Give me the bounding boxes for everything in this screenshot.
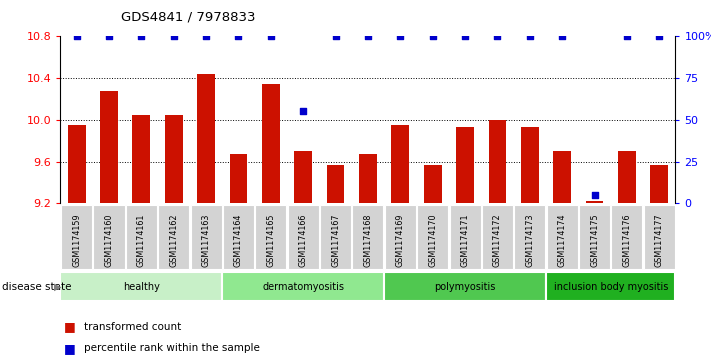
- FancyBboxPatch shape: [514, 205, 545, 269]
- Point: [265, 33, 277, 39]
- Point: [136, 33, 147, 39]
- Text: GSM1174165: GSM1174165: [267, 213, 275, 267]
- Bar: [294, 151, 312, 203]
- Text: GSM1174170: GSM1174170: [428, 213, 437, 267]
- Bar: [651, 165, 668, 203]
- FancyBboxPatch shape: [255, 205, 287, 269]
- Text: ■: ■: [64, 320, 76, 333]
- Text: GSM1174159: GSM1174159: [72, 213, 81, 267]
- FancyBboxPatch shape: [385, 205, 416, 269]
- Text: GSM1174169: GSM1174169: [396, 213, 405, 267]
- Bar: [618, 151, 636, 203]
- Text: inclusion body myositis: inclusion body myositis: [554, 282, 668, 292]
- Text: GSM1174166: GSM1174166: [299, 213, 308, 267]
- Text: dermatomyositis: dermatomyositis: [262, 282, 344, 292]
- Text: GSM1174167: GSM1174167: [331, 213, 340, 267]
- Text: percentile rank within the sample: percentile rank within the sample: [84, 343, 260, 354]
- Point: [103, 33, 114, 39]
- FancyBboxPatch shape: [93, 205, 124, 269]
- Text: GSM1174161: GSM1174161: [137, 213, 146, 267]
- Point: [459, 33, 471, 39]
- Point: [168, 33, 179, 39]
- FancyBboxPatch shape: [643, 205, 675, 269]
- Bar: [197, 74, 215, 203]
- Bar: [326, 165, 344, 203]
- Point: [297, 109, 309, 114]
- Point: [589, 192, 600, 198]
- FancyBboxPatch shape: [417, 205, 448, 269]
- Text: GSM1174175: GSM1174175: [590, 213, 599, 267]
- Text: GSM1174164: GSM1174164: [234, 213, 243, 267]
- Bar: [424, 165, 442, 203]
- FancyBboxPatch shape: [223, 272, 384, 301]
- Bar: [392, 125, 410, 203]
- Point: [330, 33, 341, 39]
- FancyBboxPatch shape: [126, 205, 157, 269]
- FancyBboxPatch shape: [449, 205, 481, 269]
- Bar: [586, 201, 604, 203]
- Text: GSM1174176: GSM1174176: [622, 213, 631, 267]
- Text: GSM1174177: GSM1174177: [655, 213, 664, 267]
- Point: [427, 33, 439, 39]
- FancyBboxPatch shape: [191, 205, 222, 269]
- Text: GSM1174160: GSM1174160: [105, 213, 114, 267]
- Text: GSM1174173: GSM1174173: [525, 213, 534, 267]
- FancyBboxPatch shape: [158, 205, 189, 269]
- Text: GSM1174171: GSM1174171: [461, 213, 469, 267]
- FancyBboxPatch shape: [384, 272, 546, 301]
- FancyBboxPatch shape: [546, 272, 675, 301]
- Text: GDS4841 / 7978833: GDS4841 / 7978833: [121, 11, 255, 24]
- Point: [653, 33, 665, 39]
- Point: [71, 33, 82, 39]
- Point: [524, 33, 535, 39]
- Bar: [521, 127, 539, 203]
- Bar: [359, 154, 377, 203]
- Point: [232, 33, 244, 39]
- Bar: [132, 115, 150, 203]
- FancyBboxPatch shape: [223, 205, 254, 269]
- FancyBboxPatch shape: [60, 272, 223, 301]
- Point: [362, 33, 374, 39]
- Text: transformed count: transformed count: [84, 322, 181, 332]
- Bar: [262, 84, 279, 203]
- Bar: [456, 127, 474, 203]
- FancyBboxPatch shape: [288, 205, 319, 269]
- Bar: [553, 151, 571, 203]
- Text: polymyositis: polymyositis: [434, 282, 496, 292]
- FancyBboxPatch shape: [320, 205, 351, 269]
- FancyBboxPatch shape: [61, 205, 92, 269]
- Bar: [230, 154, 247, 203]
- Point: [395, 33, 406, 39]
- FancyBboxPatch shape: [482, 205, 513, 269]
- Text: disease state: disease state: [2, 282, 72, 292]
- Point: [621, 33, 633, 39]
- Text: GSM1174162: GSM1174162: [169, 213, 178, 267]
- Text: healthy: healthy: [123, 282, 160, 292]
- Text: ■: ■: [64, 342, 76, 355]
- Text: GSM1174163: GSM1174163: [202, 213, 210, 267]
- FancyBboxPatch shape: [611, 205, 643, 269]
- Point: [201, 33, 212, 39]
- Text: GSM1174174: GSM1174174: [557, 213, 567, 267]
- Point: [492, 33, 503, 39]
- Text: ▶: ▶: [54, 282, 62, 292]
- Bar: [100, 91, 118, 203]
- Text: GSM1174172: GSM1174172: [493, 213, 502, 267]
- Bar: [488, 120, 506, 203]
- Point: [557, 33, 568, 39]
- Bar: [165, 115, 183, 203]
- FancyBboxPatch shape: [579, 205, 610, 269]
- Bar: [68, 125, 85, 203]
- Text: GSM1174168: GSM1174168: [363, 213, 373, 267]
- FancyBboxPatch shape: [353, 205, 383, 269]
- FancyBboxPatch shape: [547, 205, 578, 269]
